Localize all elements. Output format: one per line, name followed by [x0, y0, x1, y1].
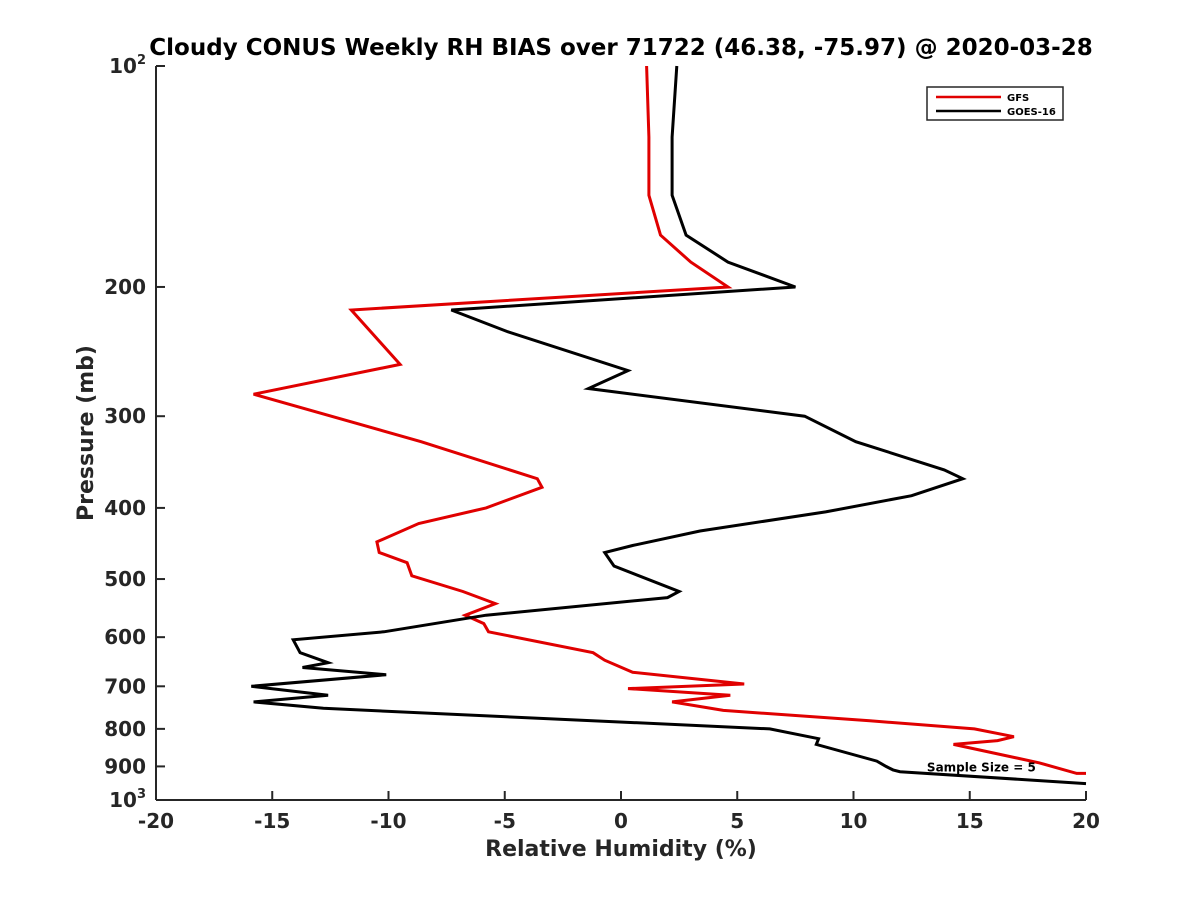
legend-label-gfs: GFS: [1007, 93, 1029, 104]
legend: GFS GOES-16: [926, 86, 1064, 121]
y-tick-label: 500: [104, 567, 146, 591]
y-tick-label: 700: [104, 674, 146, 698]
chart-title: Cloudy CONUS Weekly RH BIAS over 71722 (…: [149, 35, 1092, 61]
plot-layer: [251, 65, 1087, 786]
sample-size-annotation: Sample Size = 5: [927, 760, 1036, 774]
x-tick-label: 20: [1072, 809, 1100, 833]
x-axis-label: Relative Humidity (%): [485, 837, 757, 862]
y-tick-label: 800: [104, 717, 146, 741]
legend-label-goes-16: GOES-16: [1007, 107, 1056, 118]
x-tick-label: -20: [138, 809, 174, 833]
series-line-goes-16: [251, 65, 1087, 786]
y-tick-label: 103: [109, 787, 146, 812]
legend-box: [926, 86, 1064, 121]
x-tick-label: 10: [840, 809, 868, 833]
y-tick-label: 102: [109, 53, 146, 78]
y-tick-label: 400: [104, 496, 146, 520]
x-tick-label: 5: [730, 809, 744, 833]
x-tick-label: -15: [254, 809, 290, 833]
y-axis-label: Pressure (mb): [74, 345, 99, 521]
y-tick-label: 900: [104, 754, 146, 778]
x-tick-label: -5: [494, 809, 516, 833]
x-tick-label: 0: [614, 809, 628, 833]
y-tick-label: 200: [104, 275, 146, 299]
axes-layer: -20 -15 -10 -5 0 5 10 15 20 102 200 300 400 500 600 700…: [104, 53, 1100, 833]
x-tick-label: 15: [956, 809, 984, 833]
y-tick-label: 300: [104, 404, 146, 428]
annotations: Sample Size = 5: [927, 760, 1036, 774]
y-tick-label: 600: [104, 625, 146, 649]
series-line-gfs: [253, 65, 1086, 775]
x-tick-label: -10: [370, 809, 406, 833]
